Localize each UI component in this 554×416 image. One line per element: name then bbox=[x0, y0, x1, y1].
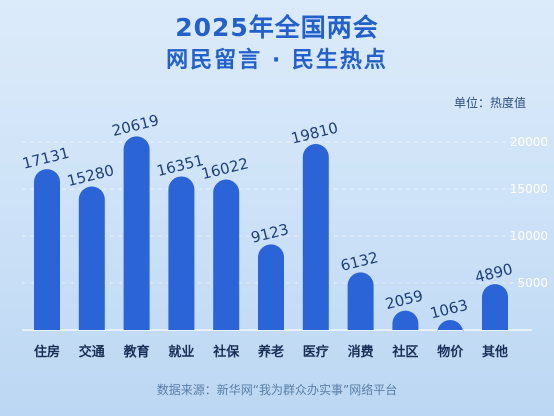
bar bbox=[392, 310, 419, 330]
bar bbox=[258, 244, 284, 330]
bar-value-label: 19810 bbox=[289, 119, 340, 148]
y-tick-label: 15000 bbox=[510, 182, 548, 196]
category-label: 交通 bbox=[79, 344, 105, 360]
y-tick-label: 20000 bbox=[510, 135, 548, 149]
unit-label: 单位：热度值 bbox=[453, 96, 526, 110]
bar-value-label: 2059 bbox=[383, 286, 424, 313]
bar bbox=[347, 272, 374, 330]
bar bbox=[302, 143, 329, 330]
bar bbox=[123, 136, 150, 330]
bar-value-label: 16022 bbox=[200, 154, 251, 183]
bar-value-label: 17131 bbox=[20, 144, 71, 173]
bar bbox=[168, 176, 195, 330]
chart-title-line2: 网民留言 · 民生热点 bbox=[166, 48, 388, 73]
bar-value-label: 16351 bbox=[155, 151, 206, 180]
category-label: 就业 bbox=[168, 344, 194, 360]
category-label: 教育 bbox=[123, 344, 150, 360]
bar bbox=[78, 186, 105, 330]
bar-value-label: 1063 bbox=[428, 296, 469, 323]
data-source-note: 数据来源：新华网“我为群众办实事”网络平台 bbox=[156, 383, 398, 397]
bar-value-label: 4890 bbox=[473, 260, 514, 287]
bar-value-label: 15280 bbox=[65, 161, 116, 190]
category-label: 养老 bbox=[257, 344, 284, 360]
chart-title-line1: 2025年全国两会 bbox=[175, 13, 379, 42]
category-label: 物价 bbox=[437, 344, 464, 360]
category-label: 其他 bbox=[482, 344, 508, 360]
bar bbox=[213, 179, 240, 330]
bar-value-label: 9123 bbox=[249, 220, 290, 247]
bar-value-label: 20619 bbox=[110, 111, 161, 140]
category-label: 社区 bbox=[391, 344, 418, 360]
category-label: 住房 bbox=[34, 344, 60, 360]
category-label: 消费 bbox=[348, 344, 374, 360]
y-tick-label: 10000 bbox=[510, 229, 548, 243]
bar bbox=[482, 284, 508, 330]
bar-value-label: 6132 bbox=[339, 248, 380, 275]
bar bbox=[34, 169, 60, 330]
category-label: 社保 bbox=[212, 344, 240, 360]
bar bbox=[437, 320, 464, 334]
y-tick-label: 5000 bbox=[517, 276, 548, 290]
category-label: 医疗 bbox=[303, 344, 329, 360]
